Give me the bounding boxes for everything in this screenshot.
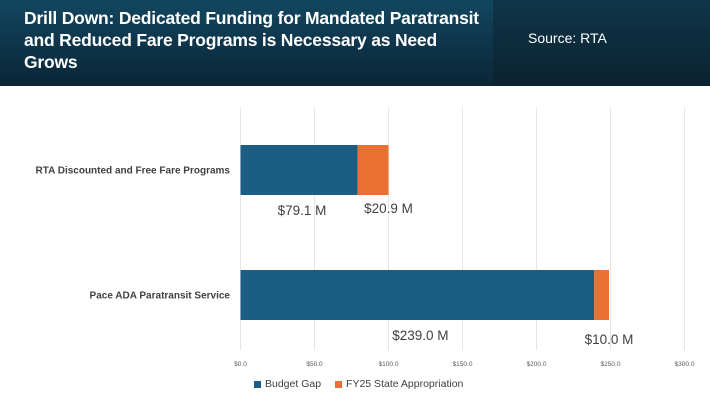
legend-item-budget-gap: Budget Gap <box>254 378 321 390</box>
data-label: $10.0 M <box>585 332 634 347</box>
x-tick-label: $250.0 <box>601 361 621 368</box>
data-label: $20.9 M <box>364 201 413 216</box>
bar-segment-fy25-state-appropriation <box>357 145 389 195</box>
data-labels: $79.1 M $20.9 M $239.0 M $10.0 M <box>278 201 634 347</box>
bars <box>240 145 610 320</box>
category-label: RTA Discounted and Free Fare Programs <box>36 166 231 177</box>
slide-title: Drill Down: Dedicated Funding for Mandat… <box>24 8 479 72</box>
category-labels: RTA Discounted and Free Fare Programs Pac… <box>36 166 231 302</box>
x-tick-label: $150.0 <box>453 361 473 368</box>
stacked-bar-chart: $0.0 $50.0 $100.0 $150.0 $200.0 $250.0 $300.0 … <box>36 107 695 368</box>
data-label: $79.1 M <box>278 203 327 218</box>
legend-swatch-budget-gap <box>254 380 261 388</box>
legend-label: FY25 State Appropriation <box>346 378 464 390</box>
x-tick-label: $100.0 <box>379 361 399 368</box>
legend-swatch-fy25-state-appropriation <box>335 380 343 388</box>
legend-item-fy25-state-appropriation: FY25 State Appropriation <box>335 378 463 390</box>
bar-segment-fy25-state-appropriation <box>594 270 610 320</box>
x-tick-label: $0.0 <box>234 361 247 368</box>
slide-header: Drill Down: Dedicated Funding for Mandat… <box>0 0 710 86</box>
x-tick-label: $50.0 <box>306 361 323 368</box>
bar-segment-budget-gap <box>240 270 595 320</box>
x-tick-label: $200.0 <box>527 361 547 368</box>
x-tick-label: $300.0 <box>675 361 695 368</box>
legend: Budget Gap FY25 State Appropriation <box>254 378 463 390</box>
bar-segment-budget-gap <box>240 145 358 195</box>
source-panel <box>493 0 710 86</box>
category-label: Pace ADA Paratransit Service <box>90 291 231 302</box>
title-panel: Drill Down: Dedicated Funding for Mandat… <box>0 0 493 86</box>
legend-label: Budget Gap <box>265 378 322 390</box>
data-label: $239.0 M <box>392 328 448 343</box>
source-label: Source: RTA <box>528 30 607 46</box>
x-axis-tick-labels: $0.0 $50.0 $100.0 $150.0 $200.0 $250.0 $300.0 <box>234 361 695 368</box>
